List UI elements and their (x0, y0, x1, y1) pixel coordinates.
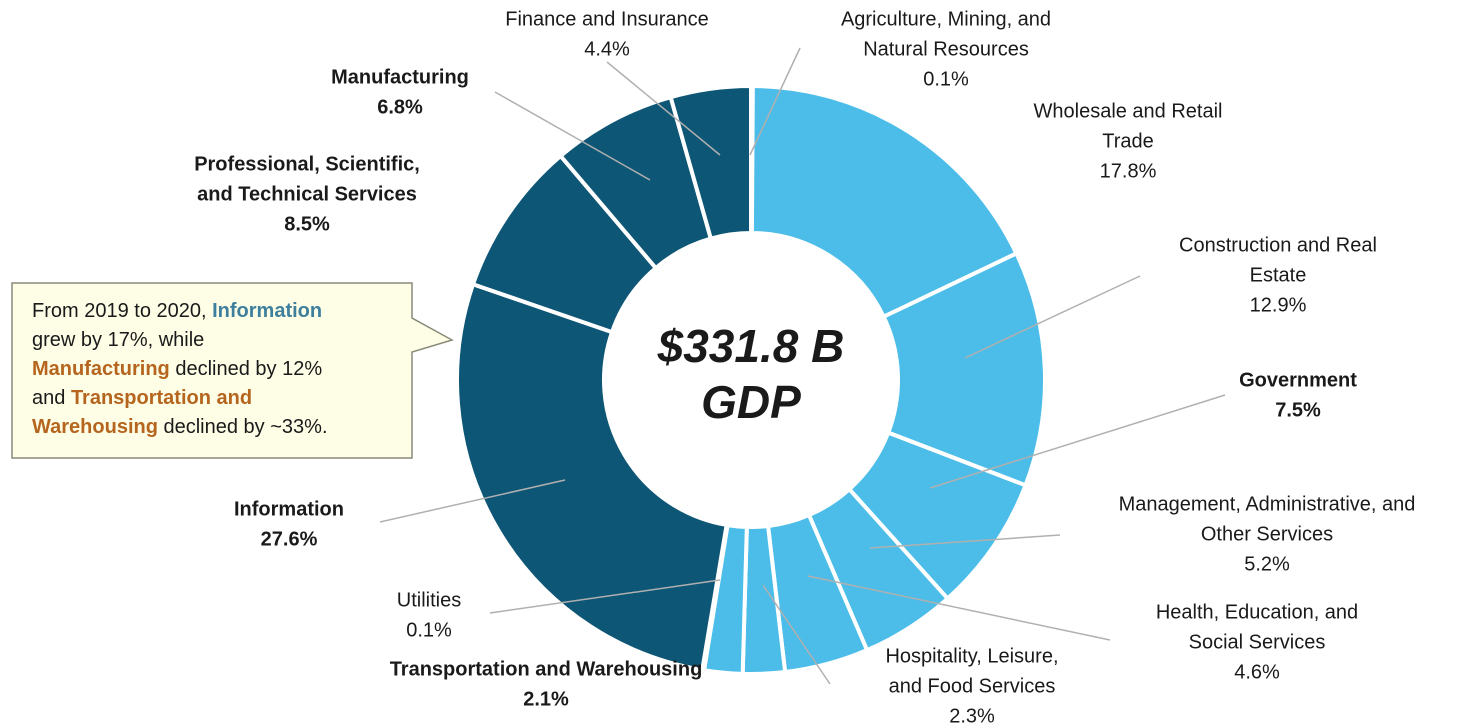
slice-label: Government (1239, 369, 1357, 391)
annotation-text: declined by 12% (170, 358, 323, 380)
value-label: 4.6% (1234, 661, 1280, 683)
leader-line (379, 479, 566, 523)
annotation-text: Transportation and (71, 387, 252, 409)
slice-label: Information (234, 498, 344, 520)
annotation-text: Information (212, 300, 322, 322)
annotation-text: and (32, 387, 71, 409)
value-label: 12.9% (1250, 294, 1307, 316)
slice-label: Professional, Scientific, (194, 153, 420, 175)
annotation-text: From 2019 to 2020, (32, 300, 212, 322)
leader-line (749, 47, 801, 156)
annotation-text: Warehousing (32, 416, 158, 438)
leader-line (489, 579, 721, 614)
slice-label: Transportation and Warehousing (390, 658, 703, 680)
slice-label: Health, Education, and (1156, 601, 1358, 623)
slice-label: Estate (1250, 264, 1307, 286)
leader-line (762, 584, 831, 685)
annotation-line: grew by 17%, while (32, 329, 204, 351)
slice-label: Construction and Real (1179, 234, 1377, 256)
slice-label: Hospitality, Leisure, (885, 645, 1058, 667)
leader-line (807, 575, 1111, 641)
value-label: 0.1% (923, 68, 969, 90)
value-label: 7.5% (1275, 399, 1321, 421)
value-label: 17.8% (1100, 160, 1157, 182)
slice-label: Utilities (397, 589, 461, 611)
slice-label: Manufacturing (331, 66, 469, 88)
donut-slice (749, 83, 1020, 320)
annotation-line: and Transportation and (32, 387, 252, 409)
annotation-line: Manufacturing declined by 12% (32, 358, 322, 380)
value-label: 2.1% (523, 688, 569, 710)
leader-line (964, 275, 1141, 359)
leader-line (494, 91, 651, 181)
slice-label: Other Services (1201, 523, 1333, 545)
value-label: 4.4% (584, 38, 630, 60)
annotation-text: declined by ~33%. (158, 416, 328, 438)
slice-label: and Technical Services (197, 183, 417, 205)
center-label: GDP (701, 376, 801, 428)
value-label: 8.5% (284, 213, 330, 235)
leader-line (869, 534, 1061, 549)
annotation-text: grew by 17%, while (32, 329, 204, 351)
center-label: $331.8 B (657, 320, 845, 372)
annotation-line: From 2019 to 2020, Information (32, 300, 322, 322)
slice-label: Finance and Insurance (505, 8, 708, 30)
value-label: 27.6% (261, 528, 318, 550)
annotation-line: Warehousing declined by ~33%. (32, 416, 328, 438)
leader-line (929, 394, 1226, 489)
slice-label: Natural Resources (863, 38, 1029, 60)
callout-box (11, 282, 454, 459)
donut-slice (668, 83, 753, 242)
leader-line (606, 61, 721, 156)
slice-label: Management, Administrative, and (1119, 493, 1416, 515)
value-label: 5.2% (1244, 553, 1290, 575)
slice-label: and Food Services (889, 675, 1056, 697)
slice-label: Wholesale and Retail (1034, 100, 1223, 122)
value-label: 2.3% (949, 705, 995, 724)
slice-label: Trade (1102, 130, 1154, 152)
annotation-text: Manufacturing (32, 358, 170, 380)
slice-label: Social Services (1189, 631, 1326, 653)
slice-label: Agriculture, Mining, and (841, 8, 1051, 30)
value-label: 0.1% (406, 619, 452, 641)
donut-slice (881, 250, 1047, 488)
donut-slice (455, 281, 729, 673)
value-label: 6.8% (377, 96, 423, 118)
